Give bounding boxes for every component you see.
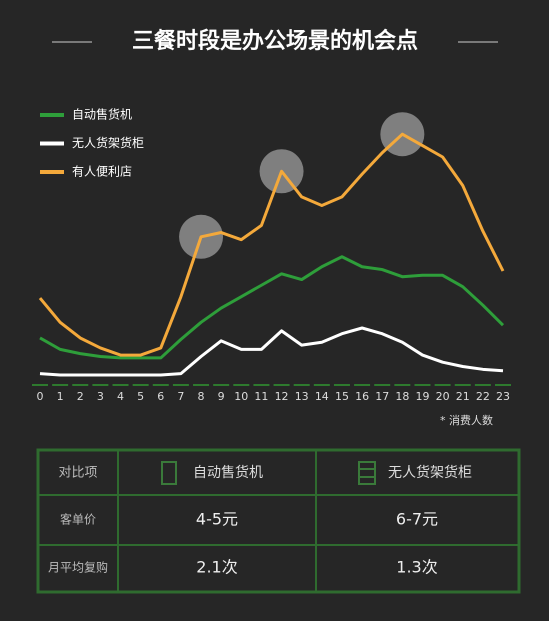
annotation: * 消费人数 (440, 413, 493, 427)
shelf-icon (358, 461, 376, 485)
legend-label: 无人货架货柜 (72, 135, 144, 150)
x-tick-label: 13 (295, 390, 309, 403)
table-border (36, 448, 521, 594)
x-tick-label: 0 (37, 390, 44, 403)
x-tick-label: 11 (254, 390, 268, 403)
table-header: 对比项 (58, 466, 97, 481)
x-tick-label: 16 (355, 390, 369, 403)
chart-title: 三餐时段是办公场景的机会点 (132, 28, 418, 54)
x-tick-label: 23 (496, 390, 510, 403)
x-tick-label: 12 (275, 390, 289, 403)
x-tick-label: 15 (335, 390, 349, 403)
legend-label: 自动售货机 (72, 107, 132, 122)
x-tick-label: 18 (395, 390, 409, 403)
x-tick-label: 5 (137, 390, 144, 403)
x-tick-label: 21 (456, 390, 470, 403)
table-cell: 2.1次 (196, 558, 237, 577)
series-line (38, 132, 505, 357)
table-cell: 4-5元 (196, 510, 238, 529)
x-tick-label: 19 (415, 390, 429, 403)
series-line (39, 326, 504, 377)
x-tick-label: 1 (57, 390, 64, 403)
row-label: 月平均复购 (48, 560, 108, 575)
table: 对比项 自动售货机 无人货架货柜 客单价 4-5元 6-7元 月平均复购 2.1… (36, 448, 521, 594)
x-tick-label: 4 (117, 390, 124, 403)
table-header: 无人货架货柜 (388, 464, 472, 481)
x-tick-label: 3 (97, 390, 104, 403)
x-tick-label: 6 (157, 390, 164, 403)
table-cell: 6-7元 (396, 510, 438, 529)
x-tick-label: 8 (198, 390, 205, 403)
x-tick-label: 22 (476, 390, 490, 403)
table-cell: 1.3次 (396, 558, 437, 577)
x-tick-label: 2 (77, 390, 84, 403)
x-tick-label: 10 (234, 390, 248, 403)
vending-icon (161, 461, 177, 485)
series-line (39, 255, 505, 360)
x-tick-label: 9 (218, 390, 225, 403)
x-tick-label: 14 (315, 390, 329, 403)
x-tick-label: 17 (375, 390, 389, 403)
x-tick-label: 7 (177, 390, 184, 403)
legend-label: 有人便利店 (72, 165, 132, 179)
row-label: 客单价 (60, 512, 96, 527)
table-header: 自动售货机 (193, 464, 263, 481)
x-tick-label: 20 (436, 390, 450, 403)
